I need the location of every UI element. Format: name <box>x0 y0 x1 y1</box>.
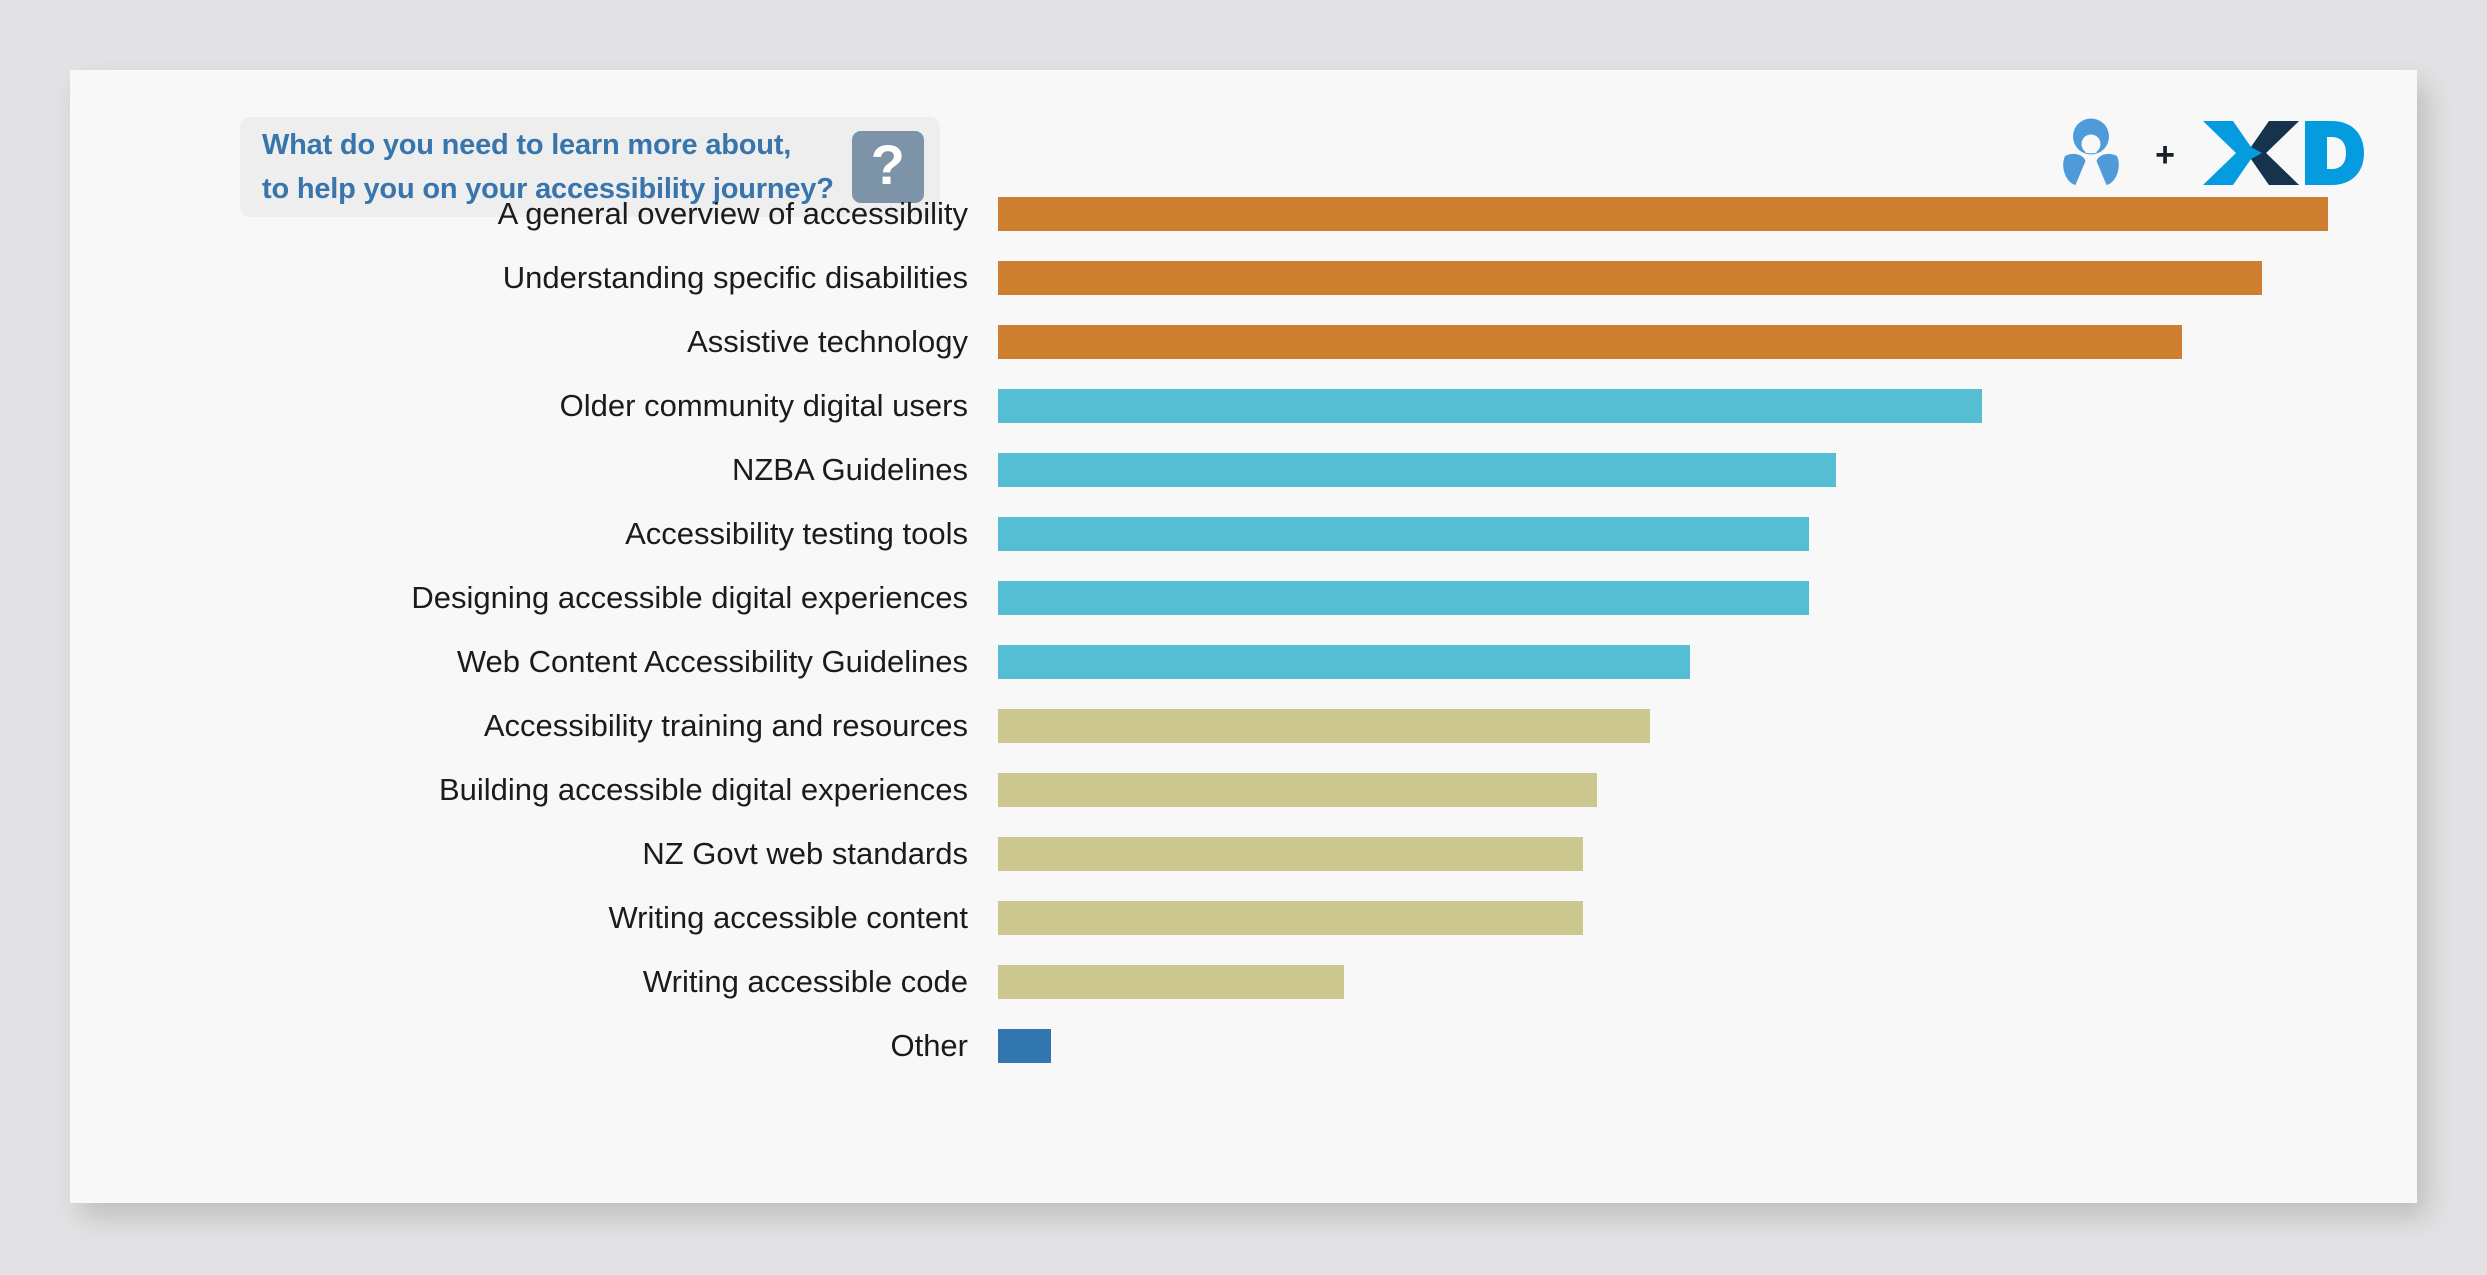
bar-category-label: NZ Govt web standards <box>642 836 968 871</box>
bar-category-label: A general overview of accessibility <box>497 196 968 231</box>
bar-row: Older community digital users <box>70 374 2417 438</box>
bar-fill <box>998 1029 1052 1063</box>
bar-fill <box>998 837 1584 871</box>
bar-track <box>998 581 2417 615</box>
bar-row: NZ Govt web standards <box>70 822 2417 886</box>
page-title-line-1: What do you need to learn more about, <box>262 129 792 161</box>
bar-row: Writing accessible content <box>70 886 2417 950</box>
bar-row: Building accessible digital experiences <box>70 758 2417 822</box>
people-figure-logo-icon <box>2053 117 2129 194</box>
question-mark-glyph: ? <box>870 133 905 196</box>
plus-icon: + <box>2155 136 2175 174</box>
bar-row: Other <box>70 1014 2417 1078</box>
bar-fill <box>998 325 2182 359</box>
bar-fill <box>998 389 1983 423</box>
question-mark-icon: ? <box>851 131 924 203</box>
bar-row: Accessibility testing tools <box>70 502 2417 566</box>
bar-fill <box>998 965 1344 999</box>
bar-track <box>998 901 2417 935</box>
page-title: What do you need to learn more about, to… <box>262 123 834 211</box>
bar-fill <box>998 517 1810 551</box>
bar-row: A general overview of accessibility <box>70 182 2417 246</box>
bar-fill <box>998 261 2262 295</box>
bar-category-label: NZBA Guidelines <box>731 452 968 487</box>
bar-fill <box>998 645 1690 679</box>
bar-row: Web Content Accessibility Guidelines <box>70 630 2417 694</box>
bar-track <box>998 709 2417 743</box>
bar-category-label: Understanding specific disabilities <box>502 260 968 295</box>
bar-category-label: Web Content Accessibility Guidelines <box>456 644 968 679</box>
bar-row: Writing accessible code <box>70 950 2417 1014</box>
bar-track <box>998 965 2417 999</box>
xd-wordmark-icon <box>2201 119 2365 192</box>
bar-row: Assistive technology <box>70 310 2417 374</box>
bar-track <box>998 197 2417 231</box>
bar-row: NZBA Guidelines <box>70 438 2417 502</box>
bar-track <box>998 325 2417 359</box>
bar-row: Accessibility training and resources <box>70 694 2417 758</box>
horizontal-bar-chart: A general overview of accessibility Under… <box>70 182 2417 1078</box>
bar-row: Understanding specific disabilities <box>70 246 2417 310</box>
bar-category-label: Accessibility testing tools <box>625 516 968 551</box>
bar-category-label: Accessibility training and resources <box>483 708 968 743</box>
bar-category-label: Writing accessible code <box>642 964 968 999</box>
bar-track <box>998 645 2417 679</box>
bar-track <box>998 837 2417 871</box>
brand-logos: + <box>2053 112 2365 198</box>
bar-category-label: Writing accessible content <box>608 900 968 935</box>
bar-fill <box>998 581 1810 615</box>
bar-track <box>998 453 2417 487</box>
bar-fill <box>998 709 1650 743</box>
bar-track <box>998 389 2417 423</box>
question-header-band: What do you need to learn more about, to… <box>240 117 940 217</box>
bar-fill <box>998 453 1836 487</box>
bar-category-label: Assistive technology <box>687 324 968 359</box>
bar-category-label: Other <box>890 1028 968 1063</box>
bar-row: Designing accessible digital experiences <box>70 566 2417 630</box>
bar-track <box>998 773 2417 807</box>
bar-track <box>998 517 2417 551</box>
bar-track <box>998 261 2417 295</box>
bar-fill <box>998 197 2328 231</box>
bar-track <box>998 1029 2417 1063</box>
bar-fill <box>998 773 1597 807</box>
bar-category-label: Building accessible digital experiences <box>438 772 968 807</box>
bar-category-label: Designing accessible digital experiences <box>411 580 968 615</box>
bar-fill <box>998 901 1584 935</box>
chart-card: What do you need to learn more about, to… <box>70 70 2417 1203</box>
page-title-line-2: to help you on your accessibility journe… <box>262 173 834 205</box>
bar-category-label: Older community digital users <box>559 388 968 423</box>
